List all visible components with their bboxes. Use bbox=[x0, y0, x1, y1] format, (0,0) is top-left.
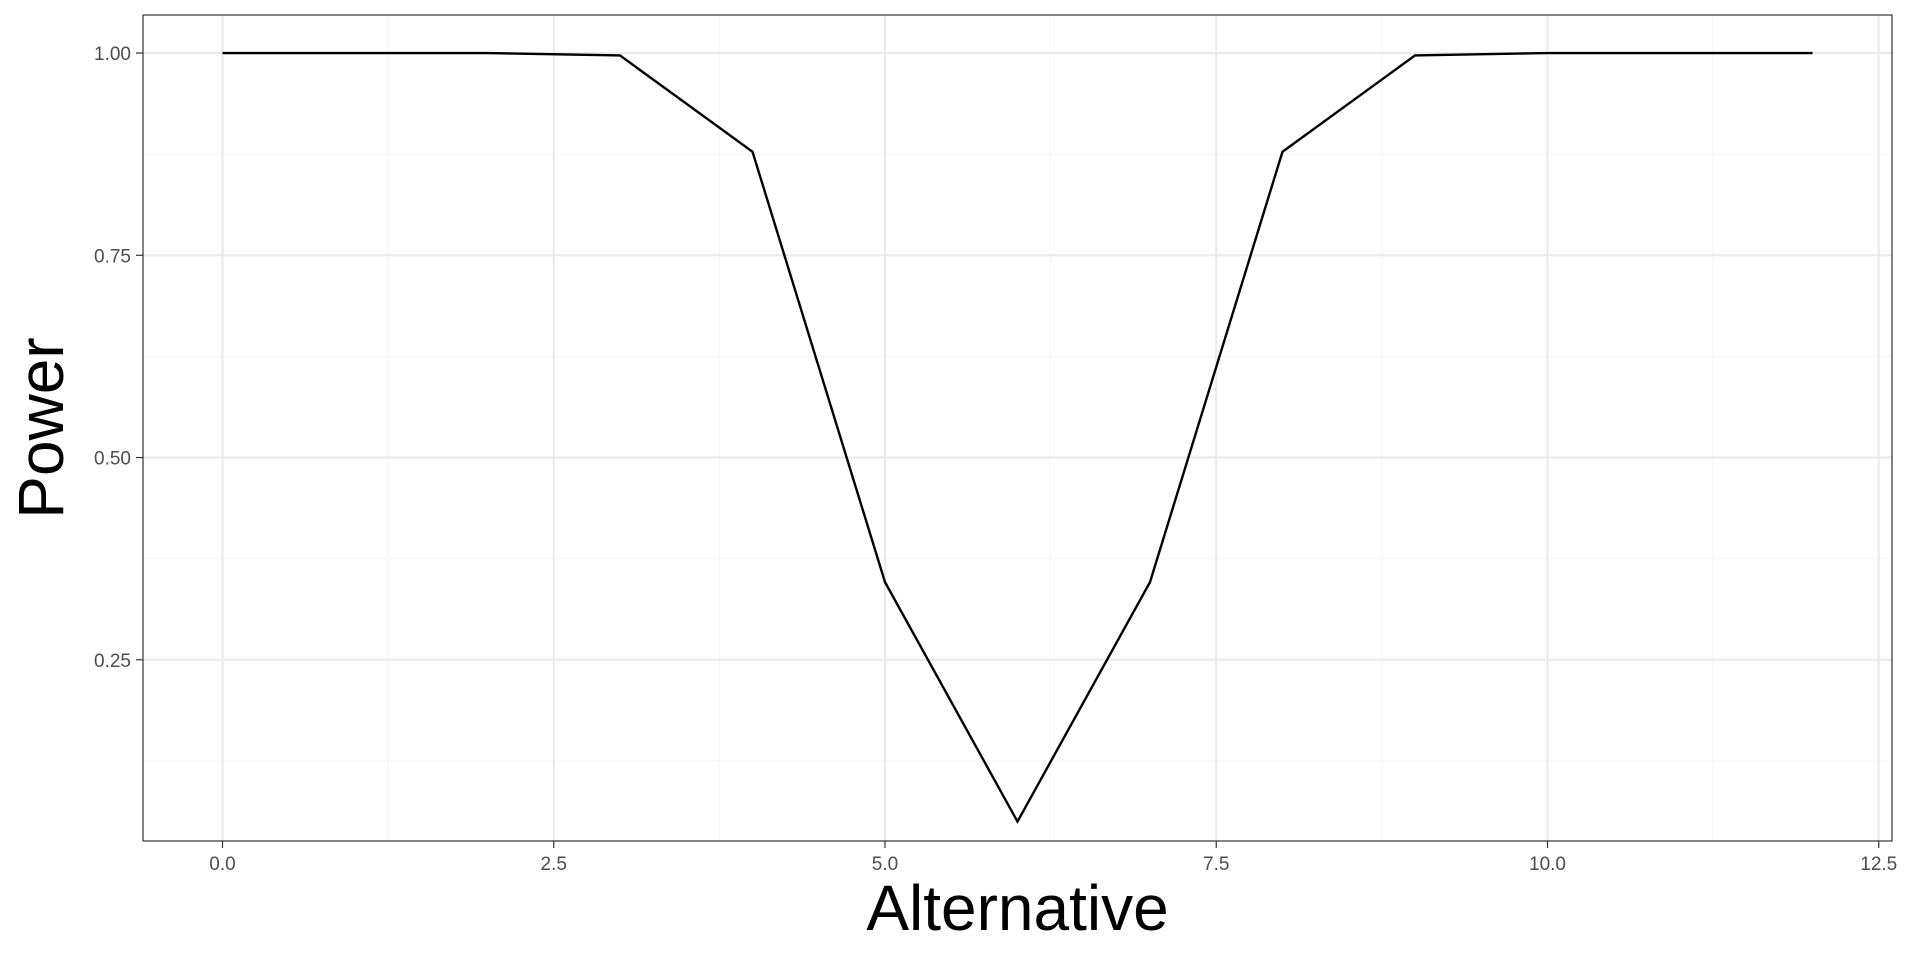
x-tick-label: 5.0 bbox=[872, 854, 898, 875]
minor-gridlines bbox=[143, 15, 1892, 841]
x-tick-label: 2.5 bbox=[541, 854, 567, 875]
y-tick-label: 0.25 bbox=[94, 651, 131, 672]
y-tick-label: 0.50 bbox=[94, 449, 131, 470]
major-gridlines bbox=[143, 15, 1892, 841]
x-tick-label: 7.5 bbox=[1203, 854, 1229, 875]
x-tick-label: 0.0 bbox=[209, 854, 235, 875]
x-tick-label: 10.0 bbox=[1529, 854, 1566, 875]
y-tick-label: 0.75 bbox=[94, 246, 131, 267]
y-axis-title: Power bbox=[5, 337, 77, 518]
y-tick-label: 1.00 bbox=[94, 44, 131, 65]
y-axis-ticks: 0.25 0.50 0.75 1.00 bbox=[94, 44, 143, 672]
series-layer bbox=[222, 51, 1813, 825]
x-axis-ticks: 0.0 2.5 5.0 7.5 10.0 12.5 bbox=[209, 841, 1897, 875]
series-line-0 bbox=[222, 51, 1813, 825]
x-tick-label: 12.5 bbox=[1860, 854, 1897, 875]
x-axis-title: Alternative bbox=[866, 872, 1168, 944]
panel-border bbox=[142, 14, 1893, 842]
